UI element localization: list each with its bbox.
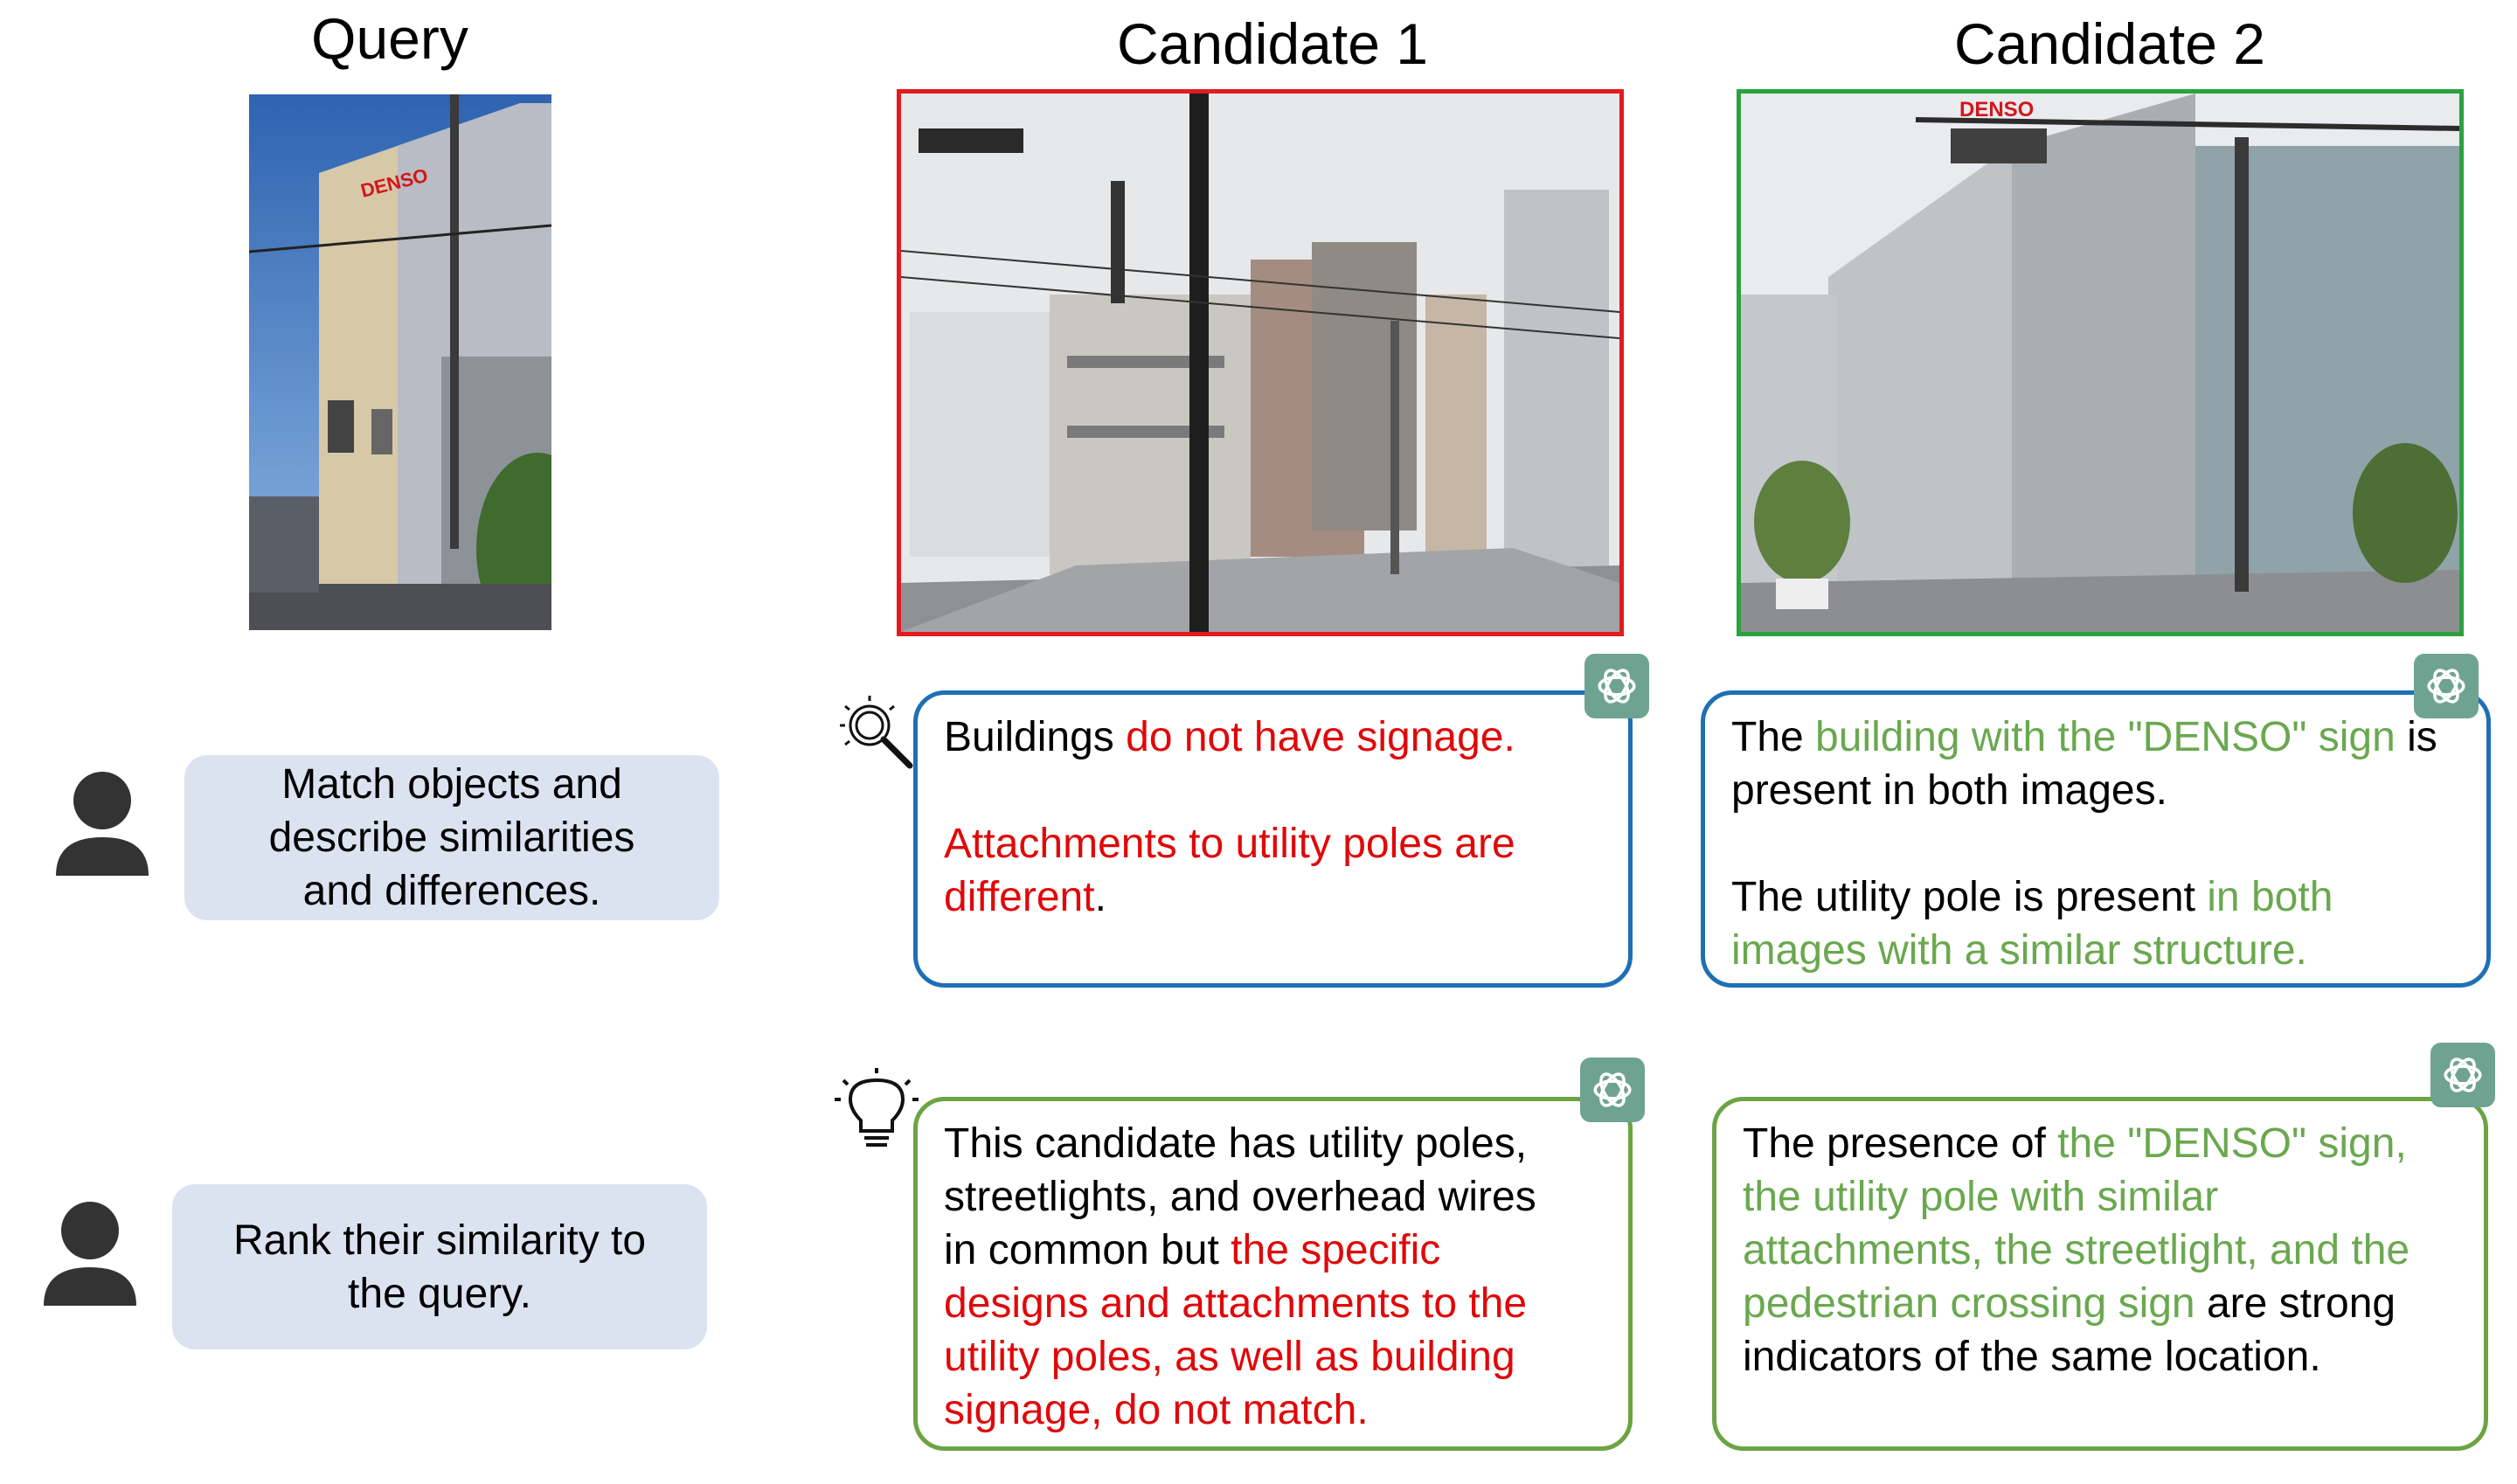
response-line: Buildings do not have signage.: [944, 714, 1515, 760]
chatgpt-logo-icon: [2430, 1043, 2495, 1107]
candidate-2-title: Candidate 2: [1954, 11, 2265, 76]
candidate-2-describe-response: The building with the "DENSO" sign is pr…: [1701, 690, 2491, 988]
prompt-rank-similarity: Rank their similarity to the query.: [172, 1184, 707, 1349]
response-line: designs and attachments to the: [944, 1280, 1528, 1327]
chatgpt-logo-icon: [1580, 1058, 1645, 1122]
response-line: signage, do not match.: [944, 1387, 1369, 1433]
response-line: in common but the specific: [944, 1227, 1441, 1273]
response-line: utility poles, as well as building: [944, 1334, 1515, 1380]
response-line: different.: [944, 874, 1106, 920]
candidate-1-image: [897, 89, 1624, 636]
response-line: This candidate has utility poles,: [944, 1120, 1528, 1167]
response-line: indicators of the same location.: [1743, 1334, 2321, 1380]
response-line: Attachments to utility poles are: [944, 821, 1515, 867]
candidate-1-title: Candidate 1: [1117, 11, 1428, 76]
query-title: Query: [311, 6, 468, 71]
response-line: attachments, the streetlight, and the: [1743, 1227, 2410, 1273]
candidate-1-rank-response: This candidate has utility poles, street…: [913, 1097, 1633, 1451]
response-line: images with a similar structure.: [1731, 927, 2307, 974]
prompt-line: describe similarities: [268, 815, 635, 861]
response-line: The presence of the "DENSO" sign,: [1743, 1120, 2407, 1167]
query-image: DENSO: [249, 94, 551, 630]
svg-text:DENSO: DENSO: [1959, 98, 2034, 121]
prompt-line: Rank their similarity to: [232, 1217, 647, 1264]
response-line: The building with the "DENSO" sign is: [1731, 714, 2437, 760]
candidate-2-rank-response: The presence of the "DENSO" sign, the ut…: [1712, 1097, 2488, 1451]
prompt-line: Match objects and: [281, 761, 622, 808]
candidate-2-image: DENSO: [1737, 89, 2464, 636]
response-line: present in both images.: [1731, 767, 2167, 814]
prompt-line: and differences.: [302, 868, 601, 914]
magnifier-icon: [835, 690, 919, 774]
user-icon: [42, 1199, 138, 1306]
response-line: The utility pole is present in both: [1731, 874, 2333, 920]
response-line: streetlights, and overhead wires: [944, 1174, 1536, 1220]
prompt-line: the query.: [348, 1270, 531, 1317]
candidate-1-describe-response: Buildings do not have signage. Attachmen…: [913, 690, 1633, 988]
response-line: pedestrian crossing sign are strong: [1743, 1280, 2396, 1327]
lightbulb-icon: [835, 1068, 919, 1155]
response-line: the utility pole with similar: [1743, 1174, 2219, 1220]
user-icon: [54, 769, 150, 876]
prompt-match-objects: Match objects and describe similarities …: [184, 755, 719, 920]
chatgpt-logo-icon: [1584, 654, 1649, 718]
chatgpt-logo-icon: [2414, 654, 2479, 718]
